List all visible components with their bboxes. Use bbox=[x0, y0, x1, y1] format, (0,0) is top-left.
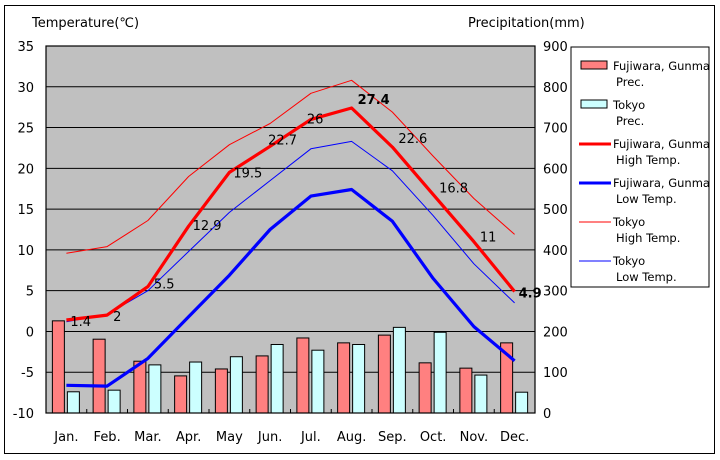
precip-bar bbox=[270, 343, 284, 414]
left-tick-label: 20 bbox=[17, 162, 34, 177]
legend-label: Tokyo bbox=[612, 215, 645, 229]
left-axis-title: Temperature(℃) bbox=[31, 16, 139, 31]
category-label: Apr. bbox=[176, 430, 201, 445]
legend-label: Fujiwara, Gunma bbox=[613, 176, 710, 190]
legend-sublabel: Low Temp. bbox=[616, 192, 677, 206]
right-tick-label: 800 bbox=[543, 81, 568, 96]
precip-bar bbox=[66, 391, 80, 414]
data-label: 12.9 bbox=[193, 219, 222, 234]
precip-bar bbox=[189, 361, 203, 414]
x-tick-marks bbox=[86, 409, 495, 413]
category-label: Feb. bbox=[94, 430, 121, 445]
data-labels: 1.4 2 5.5 12.9 19.5 22.7 26 27.4 22.6 16.8 11 4.9 bbox=[70, 93, 541, 330]
legend-label: Tokyo bbox=[612, 254, 645, 268]
legend-sublabel: High Temp. bbox=[616, 153, 680, 167]
legend-sublabel: Low Temp. bbox=[616, 270, 677, 284]
category-label: Nov. bbox=[460, 430, 489, 445]
legend-label: Fujiwara, Gunma bbox=[613, 59, 710, 73]
precip-bar bbox=[377, 334, 391, 414]
precip-bar bbox=[174, 375, 188, 414]
temp-line bbox=[66, 79, 515, 254]
left-tick-label: 25 bbox=[17, 122, 34, 137]
precip-bar bbox=[92, 338, 106, 414]
data-label: 2 bbox=[113, 310, 121, 325]
right-axis-title: Precipitation(mm) bbox=[468, 16, 585, 31]
right-tick-label: 200 bbox=[543, 325, 568, 340]
precip-bar bbox=[515, 391, 529, 414]
precip-bar bbox=[459, 367, 473, 414]
precip-bar bbox=[255, 355, 269, 414]
plot-area bbox=[46, 46, 535, 413]
category-label: Oct. bbox=[420, 430, 447, 445]
data-label: 4.9 bbox=[519, 286, 542, 301]
left-tick-label: 15 bbox=[17, 203, 34, 218]
left-tick-label: 30 bbox=[17, 81, 34, 96]
legend-swatch bbox=[580, 99, 608, 109]
temp-line bbox=[66, 187, 516, 388]
temp-line bbox=[66, 140, 515, 323]
right-tick-label: 500 bbox=[543, 203, 568, 218]
left-tick-label: 35 bbox=[17, 40, 34, 55]
precip-bar bbox=[133, 360, 147, 414]
left-tick-label: 0 bbox=[26, 325, 34, 340]
temp-lines bbox=[66, 79, 516, 388]
legend-label: Tokyo bbox=[612, 98, 645, 112]
category-label: Jun. bbox=[257, 430, 282, 445]
legend-sublabel: Prec. bbox=[616, 114, 644, 128]
precip-bar bbox=[148, 364, 162, 414]
category-label: Mar. bbox=[134, 430, 161, 445]
data-label: 27.4 bbox=[358, 93, 390, 108]
left-tick-label: -10 bbox=[13, 407, 34, 422]
legend-box bbox=[570, 46, 710, 288]
precip-bar bbox=[311, 349, 325, 414]
left-tick-labels: 35 30 25 20 15 10 5 0 -5 -10 bbox=[13, 40, 34, 422]
data-label: 26 bbox=[307, 112, 324, 127]
precip-bar bbox=[433, 331, 447, 414]
data-label: 1.4 bbox=[70, 315, 91, 330]
category-labels: Jan. Feb. Mar. Apr. May Jun. Jul. Aug. Sep. Oct. N… bbox=[53, 430, 529, 445]
category-label: May bbox=[216, 430, 243, 445]
category-label: Dec. bbox=[500, 430, 529, 445]
category-label: Jan. bbox=[53, 430, 78, 445]
category-label: Sep. bbox=[378, 430, 407, 445]
right-tick-label: 0 bbox=[543, 407, 551, 422]
data-label: 5.5 bbox=[154, 278, 175, 293]
right-tick-label: 900 bbox=[543, 40, 568, 55]
legend-sublabel: High Temp. bbox=[616, 231, 680, 245]
precip-bar bbox=[51, 320, 65, 414]
gridlines bbox=[46, 86, 535, 373]
precip-bars bbox=[51, 320, 529, 414]
data-label: 16.8 bbox=[439, 181, 468, 196]
right-tick-label: 600 bbox=[543, 162, 568, 177]
right-tick-label: 100 bbox=[543, 366, 568, 381]
precip-bar bbox=[337, 342, 351, 414]
left-tick-label: 5 bbox=[26, 285, 34, 300]
legend-sublabel: Prec. bbox=[616, 75, 644, 89]
precip-bar bbox=[352, 343, 366, 414]
right-tick-label: 400 bbox=[543, 244, 568, 259]
data-label: 22.7 bbox=[268, 133, 297, 148]
precip-bar bbox=[474, 374, 488, 414]
precip-bar bbox=[392, 326, 406, 414]
legend-swatch bbox=[580, 60, 608, 70]
right-tick-label: 300 bbox=[543, 285, 568, 300]
right-tick-labels: 900 800 700 600 500 400 300 200 100 0 bbox=[543, 40, 568, 422]
precip-bar bbox=[418, 362, 432, 414]
category-label: Aug. bbox=[337, 430, 367, 445]
data-label: 22.6 bbox=[398, 132, 427, 147]
data-label: 11 bbox=[480, 231, 497, 246]
legend: Fujiwara, Gunma Prec. Tokyo Prec. Fujiwara, … bbox=[570, 46, 710, 288]
temp-line bbox=[66, 106, 516, 322]
left-tick-label: -5 bbox=[21, 366, 34, 381]
right-tick-label: 700 bbox=[543, 122, 568, 137]
precip-bar bbox=[214, 368, 228, 414]
precip-bar bbox=[229, 356, 243, 414]
precip-bar bbox=[296, 337, 310, 414]
precip-bar bbox=[107, 389, 121, 414]
legend-label: Fujiwara, Gunma bbox=[613, 137, 710, 151]
left-tick-label: 10 bbox=[17, 244, 34, 259]
data-label: 19.5 bbox=[233, 166, 262, 181]
category-label: Jul. bbox=[300, 430, 321, 445]
